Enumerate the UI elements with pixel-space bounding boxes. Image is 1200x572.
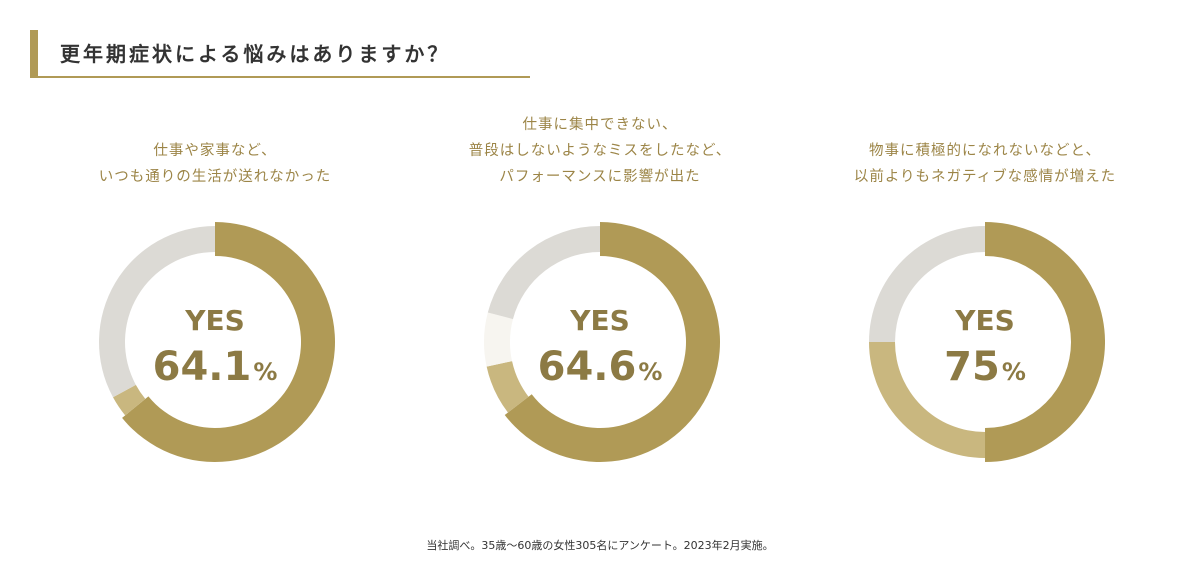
donut-panel-1: 仕事や家事など、いつも通りの生活が送れなかった YES 64.1% [85, 110, 345, 490]
donut-center-value: 64.1% [153, 344, 278, 390]
footnote: 当社調べ。35歳〜60歳の女性305名にアンケート。2023年2月実施。 [426, 539, 774, 552]
donut-slice [486, 361, 529, 413]
donut-slice [869, 342, 985, 458]
caption-line: 物事に積極的になれないなどと、 [869, 143, 1101, 159]
donut-slice [122, 222, 335, 462]
donut-slice [113, 384, 146, 416]
donut-slice [487, 226, 600, 320]
donut-chart-3: YES 75% [869, 222, 1105, 462]
page-title: 更年期症状による悩みはありますか？ [60, 42, 451, 66]
donut-chart-1: YES 64.1% [98, 222, 335, 462]
caption-line: いつも通りの生活が送れなかった [98, 169, 332, 185]
donut-center-label: YES [954, 304, 1015, 337]
caption-line: 仕事や家事など、 [153, 143, 277, 159]
donut-caption-2: 仕事に集中できない、普段はしないようなミスをしたなど、 パフォーマンスに影響が出た [430, 112, 770, 190]
donut-slice [869, 226, 985, 342]
donut-panel-2: 仕事に集中できない、普段はしないようなミスをしたなど、 パフォーマンスに影響が出た… [469, 110, 730, 490]
donut-slice [504, 222, 720, 462]
donut-chart-2: YES 64.6% [484, 222, 720, 462]
donut-center-value: 75% [944, 344, 1026, 390]
donut-center-value: 64.6% [538, 344, 663, 390]
caption-line: 以前よりもネガティブな感情が増えた [853, 169, 1117, 185]
header-underline [30, 76, 530, 78]
header-accent-bar [30, 30, 38, 76]
caption-line: 仕事に集中できない、 [522, 117, 678, 133]
donut-slice [98, 226, 215, 398]
donut-center-label: YES [184, 304, 245, 337]
donut-panel-3: 物事に積極的になれないなどと、 以前よりもネガティブな感情が増えた YES 75% [854, 110, 1115, 490]
donut-center-label: YES [569, 304, 630, 337]
caption-line: パフォーマンスに影響が出た [499, 169, 701, 185]
donut-caption-1: 仕事や家事など、いつも通りの生活が送れなかった [45, 138, 385, 190]
chart-header: 更年期症状による悩みはありますか？ [30, 30, 530, 78]
donut-caption-3: 物事に積極的になれないなどと、 以前よりもネガティブな感情が増えた [815, 138, 1155, 190]
caption-line: 普段はしないようなミスをしたなど、 [468, 143, 732, 159]
donut-slice [985, 222, 1105, 462]
donut-slice [484, 312, 513, 367]
